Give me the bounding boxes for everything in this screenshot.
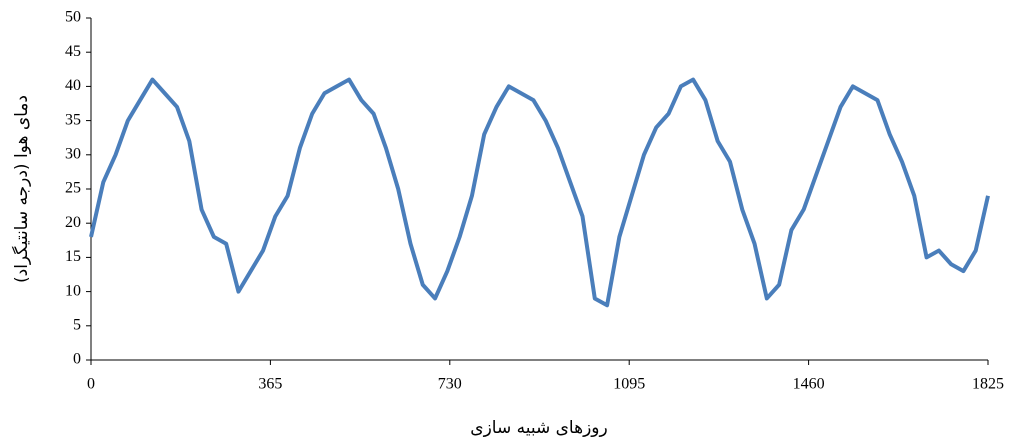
y-tick-label: 45 <box>65 43 81 60</box>
x-tick-label: 1460 <box>793 376 825 393</box>
y-tick-label: 50 <box>65 9 81 26</box>
x-tick-label: 730 <box>438 376 462 393</box>
y-tick-label: 30 <box>65 145 81 162</box>
y-tick-label: 25 <box>65 180 81 197</box>
y-tick-label: 5 <box>73 316 81 333</box>
x-tick-label: 1825 <box>972 376 1004 393</box>
y-tick-label: 40 <box>65 77 81 94</box>
y-tick-label: 0 <box>73 351 81 368</box>
y-tick-label: 10 <box>65 282 81 299</box>
x-tick-label: 365 <box>258 376 282 393</box>
data-line <box>89 77 990 308</box>
x-axis-label: روزهای شبیه سازی <box>470 418 607 438</box>
y-axis-label: دمای هوا (درجه سانتیگراد) <box>11 95 32 283</box>
y-tick-label: 15 <box>65 248 81 265</box>
x-tick-label: 0 <box>87 376 95 393</box>
x-tick-label: 1095 <box>613 376 645 393</box>
y-tick-label: 35 <box>65 111 81 128</box>
y-tick-label: 20 <box>65 214 81 231</box>
